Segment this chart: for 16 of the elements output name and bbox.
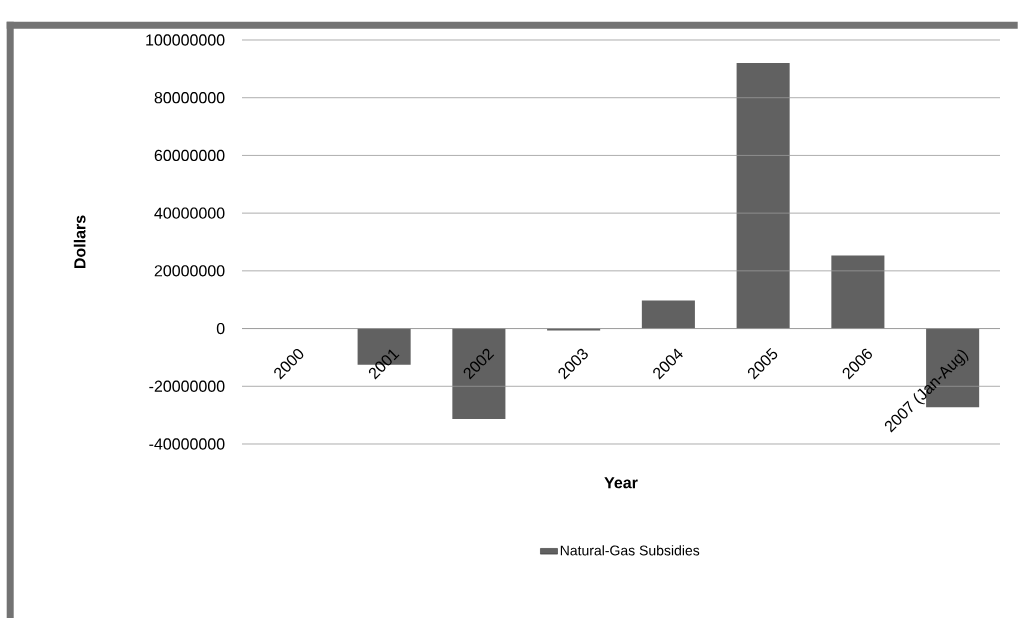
y-tick-label: 0: [216, 322, 225, 335]
y-tick-label: -20000000: [149, 380, 225, 392]
x-axis-title: Year: [604, 477, 638, 489]
y-axis-title: Dollars: [73, 215, 86, 269]
y-tick-label: 100000000: [146, 34, 225, 46]
y-tick-label: 80000000: [154, 92, 225, 104]
bar: [641, 300, 695, 329]
bar: [736, 63, 790, 329]
y-tick-label: 20000000: [154, 265, 225, 277]
y-tick-label: 60000000: [154, 149, 225, 162]
bar: [547, 328, 601, 331]
legend-label: Natural-Gas Subsidies: [560, 545, 700, 556]
bar: [452, 328, 506, 419]
y-tick-label: 40000000: [154, 207, 225, 219]
y-tick-label: -40000000: [149, 438, 225, 450]
bar: [831, 255, 885, 329]
